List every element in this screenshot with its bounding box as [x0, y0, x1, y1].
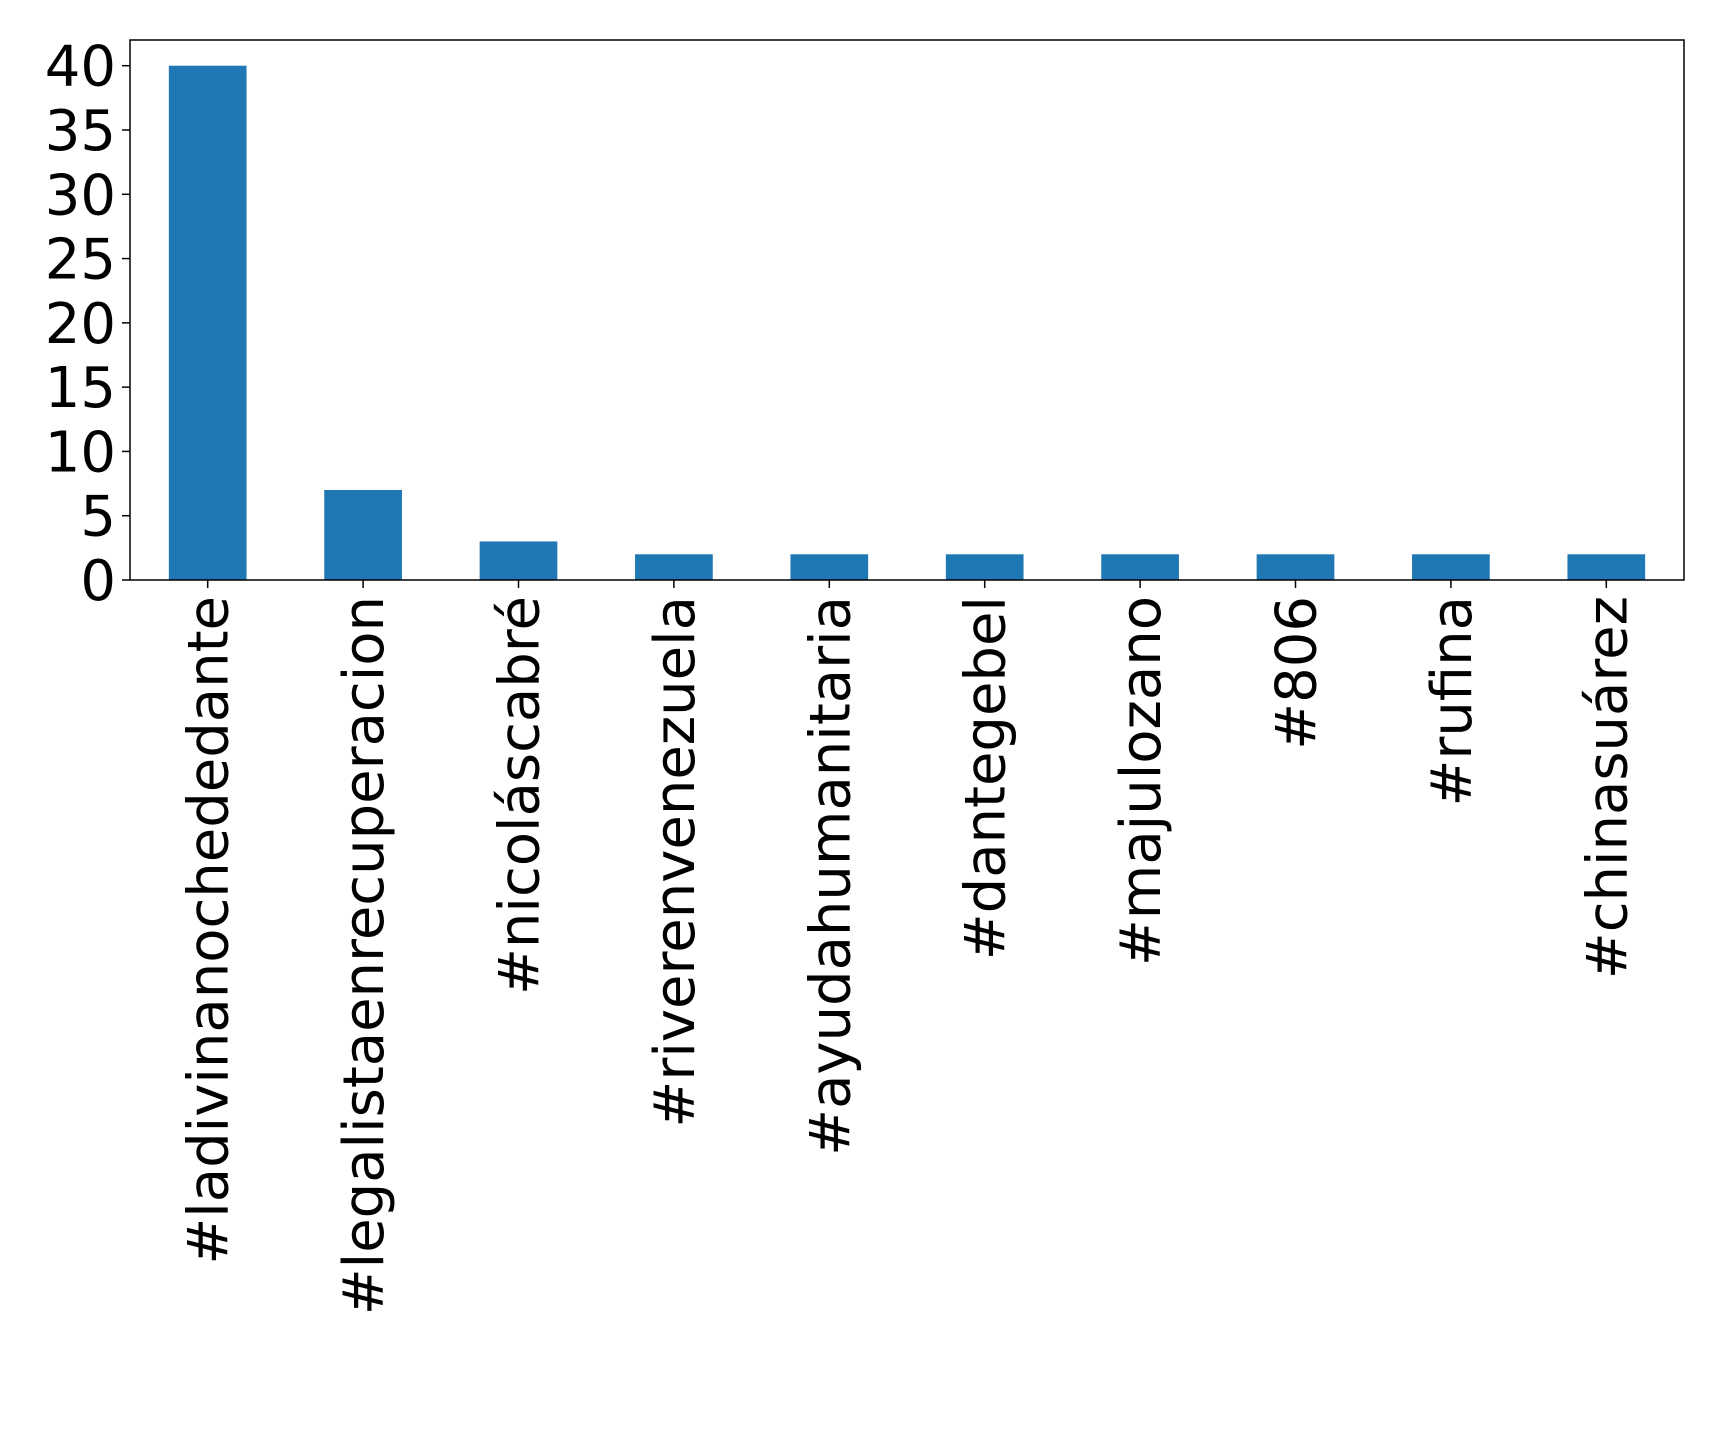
x-tick-label-0: #ladivinanochededante	[177, 596, 242, 1265]
bar-9	[1567, 554, 1646, 580]
bar-7	[1256, 554, 1335, 580]
bar-1	[324, 490, 402, 580]
bar-3	[635, 554, 713, 580]
y-tick-label-2: 10	[45, 420, 116, 485]
x-tick-label-1: #legalistaenrecuperacion	[332, 596, 397, 1315]
x-tick-label-9: #chinasuárez	[1575, 596, 1640, 979]
x-tick-label-7: #806	[1265, 596, 1330, 750]
y-tick-label-5: 25	[45, 228, 116, 293]
x-tick-label-4: #ayudahumanitaria	[798, 596, 863, 1156]
x-tick-label-3: #riverenvenezuela	[643, 596, 708, 1128]
plot-frame	[129, 39, 1685, 581]
y-tick-label-6: 30	[45, 163, 116, 228]
y-tick-label-7: 35	[45, 99, 116, 164]
bar-8	[1412, 554, 1490, 580]
x-tick-label-2: #nicoláscabré	[488, 596, 553, 995]
y-tick-label-4: 20	[45, 292, 116, 357]
bar-5	[945, 554, 1024, 580]
x-tick-label-6: #majulozano	[1109, 596, 1174, 966]
bar-4	[790, 554, 869, 580]
bar-6	[1101, 554, 1179, 580]
x-axis: #ladivinanochededante #legalistaenrecuper…	[177, 580, 1640, 1315]
bars-group	[168, 65, 1646, 580]
bar-0	[168, 65, 247, 580]
y-tick-label-1: 5	[80, 485, 116, 550]
bar-2	[479, 541, 558, 580]
y-tick-label-8: 40	[45, 35, 116, 100]
y-tick-label-3: 15	[45, 356, 116, 421]
y-tick-label-0: 0	[80, 549, 116, 614]
x-tick-label-5: #dantegebel	[954, 596, 1019, 960]
x-tick-label-8: #rufina	[1420, 596, 1485, 807]
